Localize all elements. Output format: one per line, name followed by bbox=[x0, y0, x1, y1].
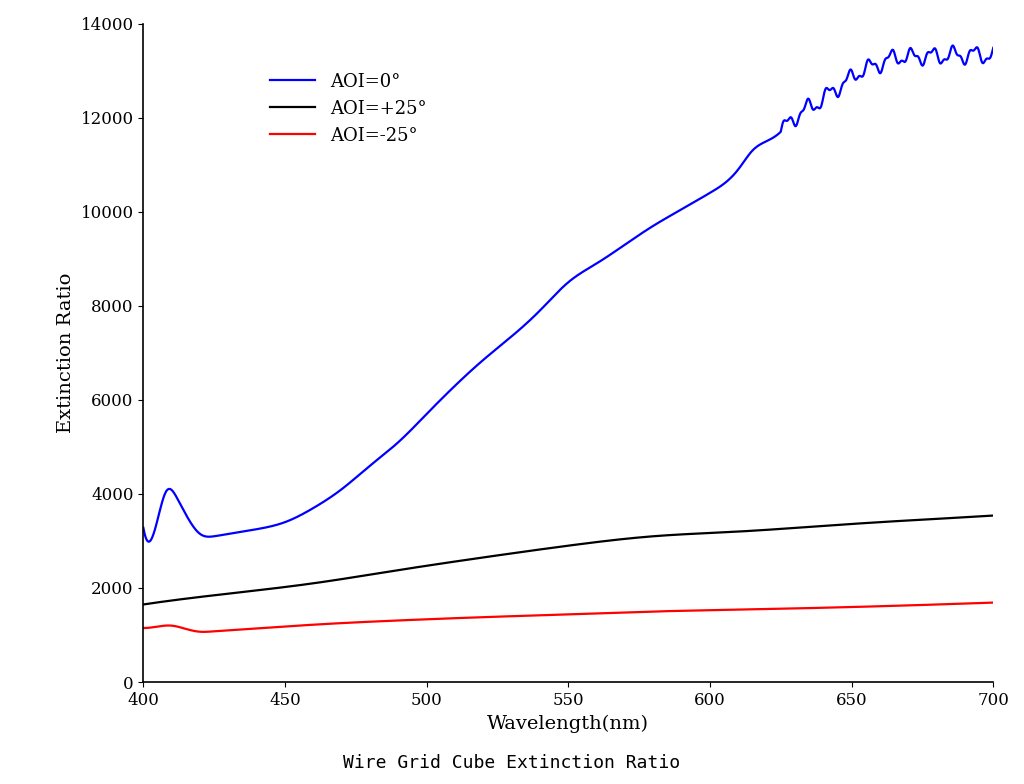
Line: AOI=-25°: AOI=-25° bbox=[143, 603, 993, 632]
AOI=+25° bbox=[987, 511, 999, 521]
AOI=+25° bbox=[879, 517, 891, 527]
AOI=+25° bbox=[971, 512, 983, 521]
Line: AOI=0°: AOI=0° bbox=[143, 45, 993, 542]
Legend: AOI=0°, AOI=+25°, AOI=-25°: AOI=0°, AOI=+25°, AOI=-25° bbox=[263, 66, 433, 152]
X-axis label: Wavelength(nm): Wavelength(nm) bbox=[487, 714, 649, 732]
AOI=0° bbox=[946, 41, 958, 50]
AOI=-25° bbox=[464, 613, 476, 622]
AOI=+25° bbox=[463, 555, 475, 564]
Line: AOI=+25°: AOI=+25° bbox=[143, 516, 993, 604]
AOI=0° bbox=[501, 336, 513, 346]
AOI=0° bbox=[234, 527, 247, 536]
Text: Wire Grid Cube Extinction Ratio: Wire Grid Cube Extinction Ratio bbox=[343, 754, 681, 772]
AOI=0° bbox=[971, 42, 983, 52]
AOI=-25° bbox=[234, 625, 247, 634]
AOI=+25° bbox=[234, 587, 247, 597]
AOI=0° bbox=[142, 537, 155, 546]
AOI=-25° bbox=[198, 627, 210, 637]
AOI=0° bbox=[880, 54, 892, 64]
AOI=-25° bbox=[880, 601, 892, 611]
AOI=-25° bbox=[137, 623, 150, 633]
AOI=-25° bbox=[501, 612, 513, 621]
AOI=0° bbox=[285, 515, 297, 524]
AOI=+25° bbox=[137, 600, 150, 609]
AOI=0° bbox=[464, 368, 476, 377]
AOI=0° bbox=[137, 523, 150, 532]
AOI=-25° bbox=[987, 598, 999, 608]
AOI=+25° bbox=[285, 582, 297, 591]
AOI=-25° bbox=[971, 598, 983, 608]
Y-axis label: Extinction Ratio: Extinction Ratio bbox=[57, 273, 75, 433]
AOI=-25° bbox=[285, 622, 297, 631]
AOI=0° bbox=[987, 43, 999, 53]
AOI=+25° bbox=[500, 550, 512, 559]
